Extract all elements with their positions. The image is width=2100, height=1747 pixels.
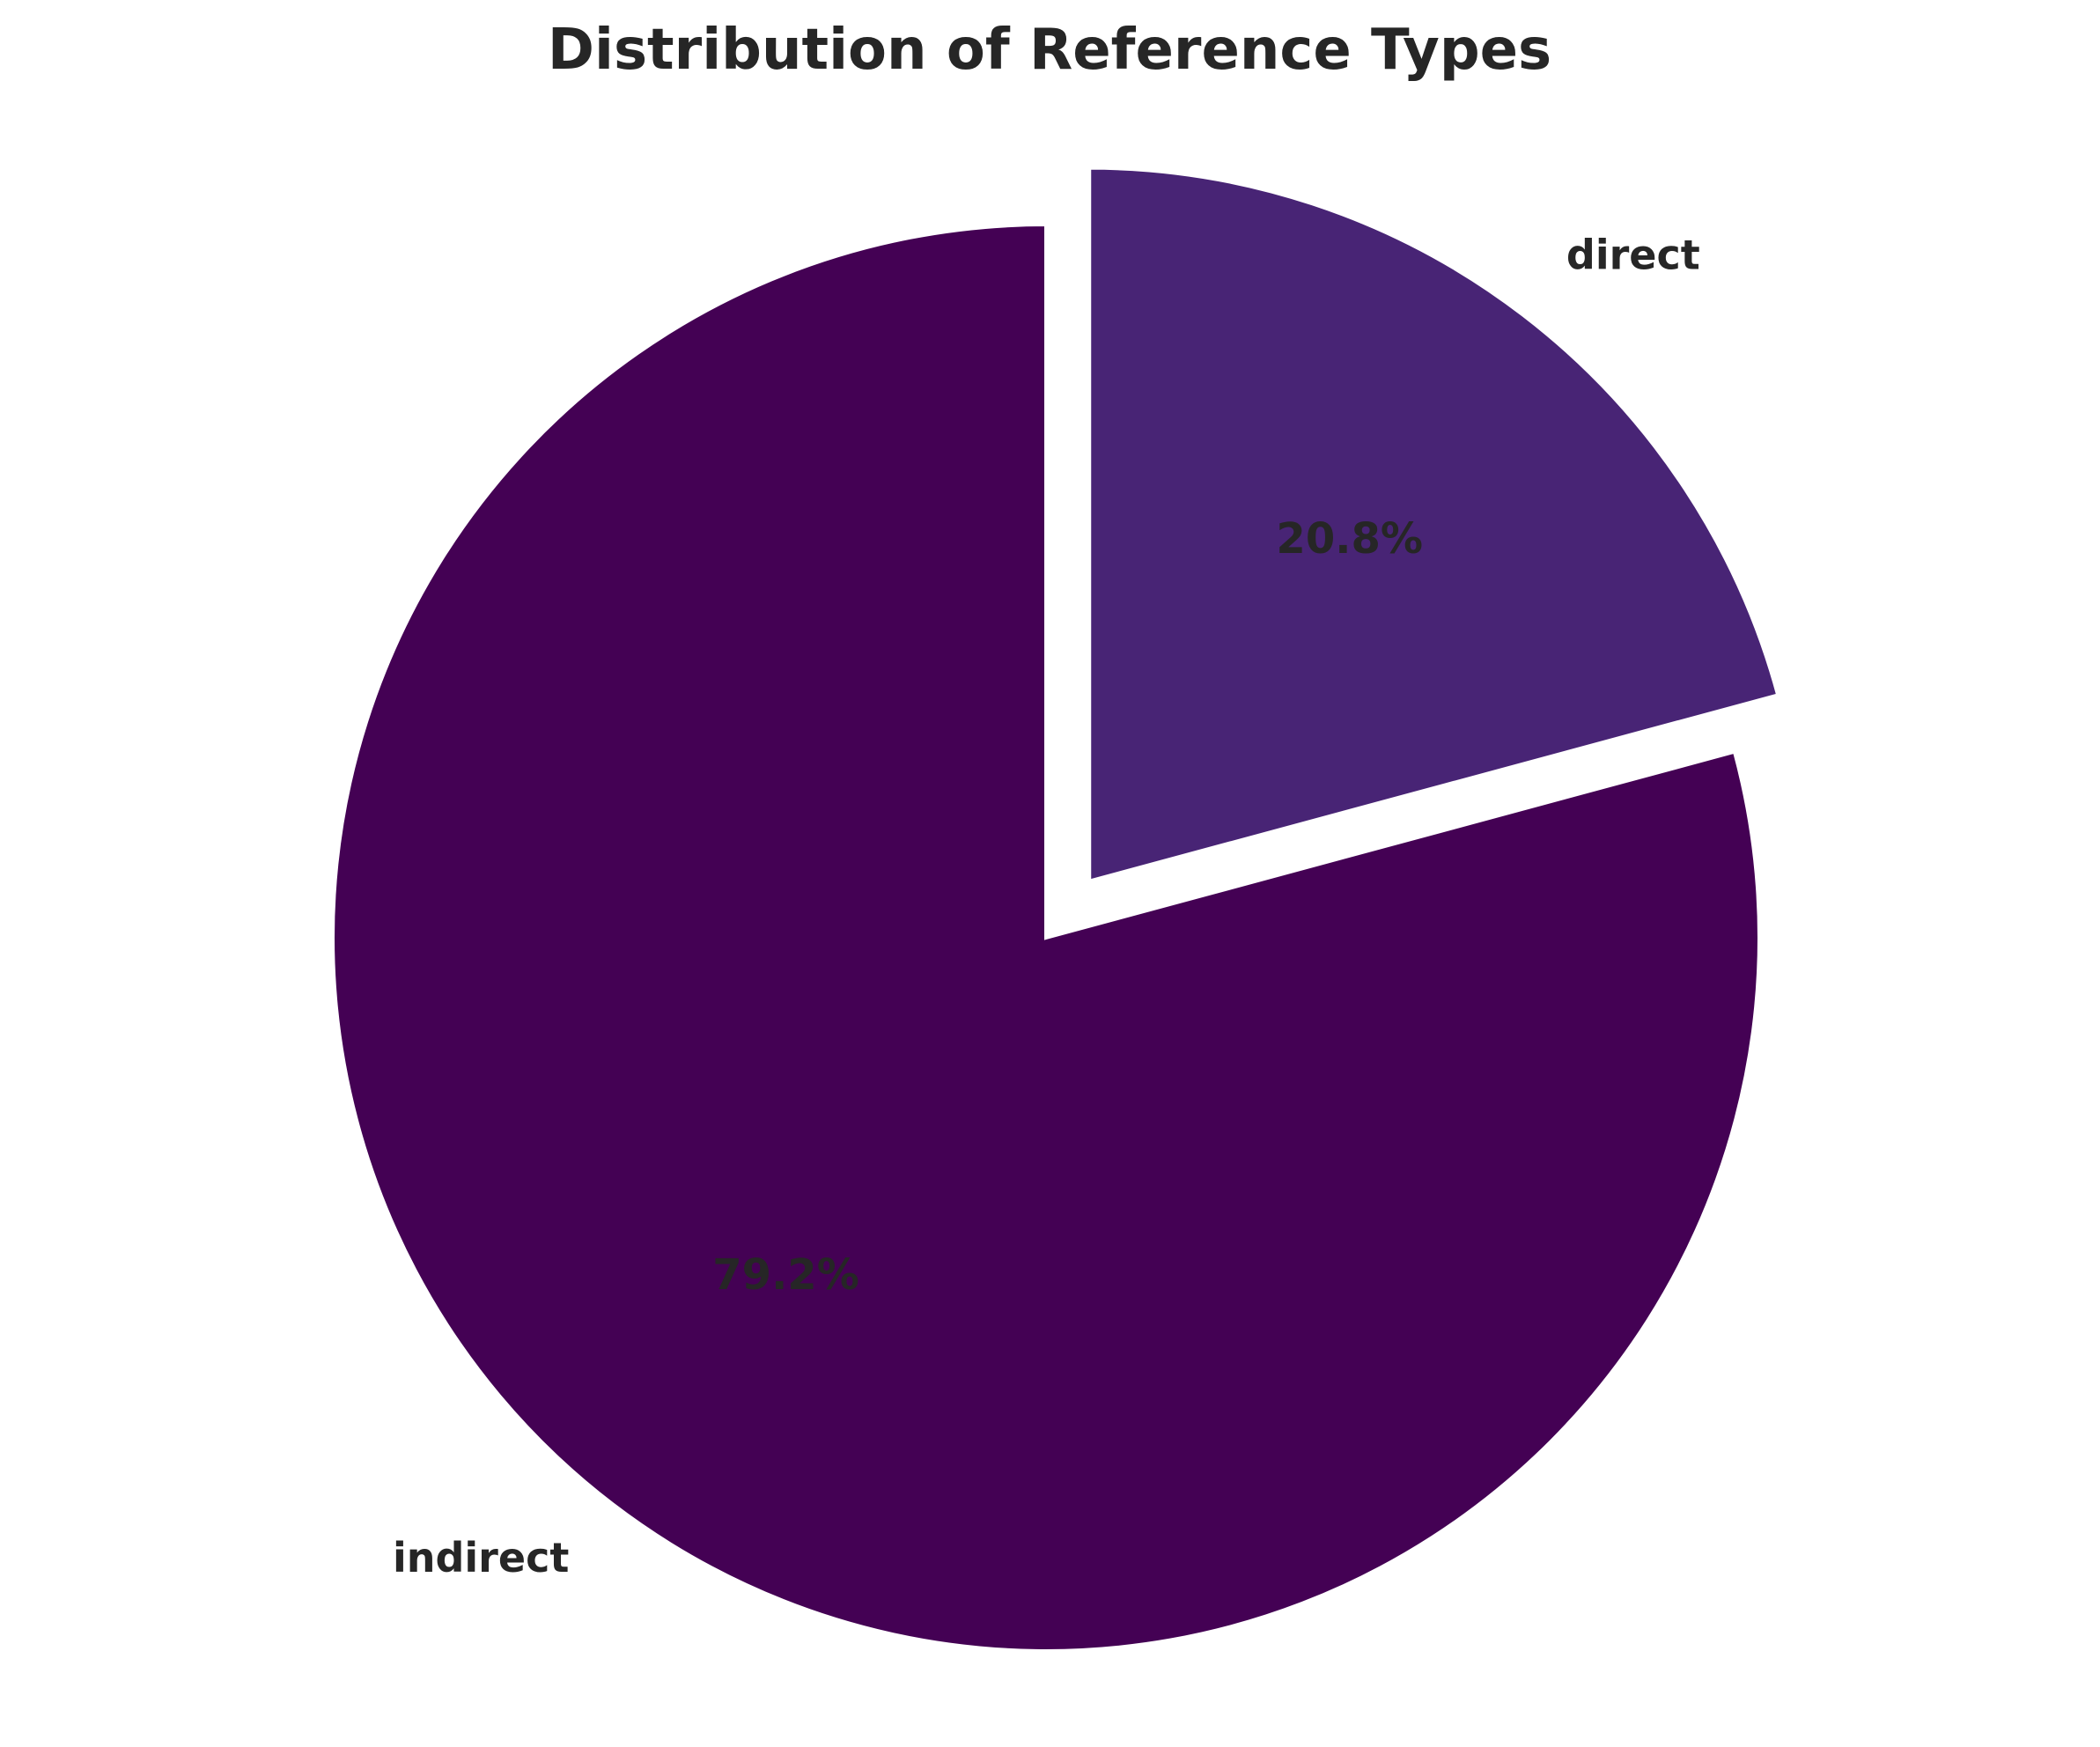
slice-label-direct: direct bbox=[1566, 232, 1700, 279]
chart-title: Distribution of Reference Types bbox=[548, 18, 1551, 83]
slice-percent-indirect: 79.2% bbox=[712, 1250, 859, 1300]
pie-slice-indirect bbox=[331, 222, 1762, 1653]
labels-layer: direct 20.8% indirect 79.2% bbox=[393, 232, 1700, 1581]
pie-slice-direct bbox=[1087, 166, 1780, 884]
slice-label-indirect: indirect bbox=[393, 1534, 569, 1581]
slices-layer bbox=[331, 166, 1780, 1653]
slice-percent-direct: 20.8% bbox=[1276, 514, 1423, 564]
